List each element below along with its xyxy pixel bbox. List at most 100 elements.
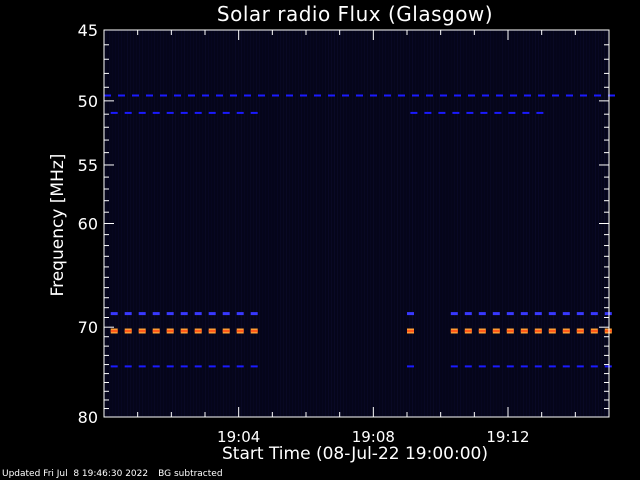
band-mark-49.6 xyxy=(258,94,265,97)
noise-streak xyxy=(145,30,146,417)
band-mark-50.9 xyxy=(536,111,544,114)
y-axis-label: Frequency [MHz] xyxy=(48,153,68,297)
noise-streak xyxy=(307,30,308,417)
noise-streak xyxy=(319,30,320,417)
band-core-70.4 xyxy=(548,330,556,332)
noise-streak xyxy=(340,30,341,417)
noise-streak xyxy=(433,30,434,417)
band-core-70.4 xyxy=(236,330,244,332)
noise-streak xyxy=(535,30,536,417)
noise-streak xyxy=(133,30,134,417)
noise-streak xyxy=(316,30,317,417)
band-mark-74.2 xyxy=(464,365,472,368)
band-core-70.4 xyxy=(604,330,612,332)
band-mark-49.6 xyxy=(594,94,601,97)
noise-streak xyxy=(460,30,461,417)
noise-streak xyxy=(463,30,464,417)
noise-streak xyxy=(505,30,506,417)
band-mark-50.9 xyxy=(180,111,188,114)
noise-streak xyxy=(211,30,212,417)
band-mark-49.6 xyxy=(146,94,153,97)
noise-streak xyxy=(559,30,560,417)
noise-streak xyxy=(322,30,323,417)
noise-streak xyxy=(538,30,539,417)
band-mark-74.2 xyxy=(152,365,160,368)
band-mark-49.6 xyxy=(454,94,461,97)
noise-streak xyxy=(292,30,293,417)
noise-streak xyxy=(397,30,398,417)
noise-streak xyxy=(223,30,224,417)
band-mark-74.2 xyxy=(208,365,216,368)
band-mark-49.6 xyxy=(230,94,237,97)
band-mark-68.6 xyxy=(464,312,472,316)
noise-streak xyxy=(217,30,218,417)
band-mark-50.9 xyxy=(138,111,146,114)
noise-streak xyxy=(169,30,170,417)
band-mark-74.2 xyxy=(492,365,500,368)
band-mark-74.2 xyxy=(138,365,146,368)
noise-streak xyxy=(568,30,569,417)
noise-streak xyxy=(451,30,452,417)
noise-streak xyxy=(226,30,227,417)
band-mark-74.2 xyxy=(222,365,230,368)
noise-streak xyxy=(484,30,485,417)
band-mark-50.9 xyxy=(152,111,160,114)
band-mark-50.9 xyxy=(466,111,474,114)
band-mark-74.2 xyxy=(407,365,414,368)
band-mark-49.6 xyxy=(608,94,615,97)
plot-area xyxy=(104,30,609,417)
band-mark-50.9 xyxy=(166,111,174,114)
band-core-70.4 xyxy=(124,330,132,332)
chart-title: Solar radio Flux (Glasgow) xyxy=(216,2,494,26)
noise-streak xyxy=(181,30,182,417)
noise-streak xyxy=(418,30,419,417)
band-mark-49.6 xyxy=(356,94,363,97)
noise-streak xyxy=(487,30,488,417)
band-mark-68.6 xyxy=(492,312,500,316)
noise-streak xyxy=(142,30,143,417)
noise-streak xyxy=(289,30,290,417)
noise-streak xyxy=(388,30,389,417)
noise-streak xyxy=(310,30,311,417)
band-mark-49.6 xyxy=(468,94,475,97)
noise-streak xyxy=(427,30,428,417)
band-mark-49.6 xyxy=(314,94,321,97)
band-mark-74.2 xyxy=(534,365,542,368)
noise-streak xyxy=(406,30,407,417)
band-mark-49.6 xyxy=(328,94,335,97)
noise-streak xyxy=(280,30,281,417)
noise-streak xyxy=(352,30,353,417)
band-mark-50.9 xyxy=(194,111,202,114)
band-mark-68.6 xyxy=(250,312,258,316)
band-mark-49.6 xyxy=(510,94,517,97)
noise-streak xyxy=(334,30,335,417)
band-mark-68.6 xyxy=(576,312,584,316)
band-mark-49.6 xyxy=(300,94,307,97)
noise-streak xyxy=(304,30,305,417)
band-mark-68.6 xyxy=(194,312,202,316)
noise-streak xyxy=(298,30,299,417)
noise-streak xyxy=(442,30,443,417)
noise-streak xyxy=(232,30,233,417)
band-mark-49.6 xyxy=(384,94,391,97)
noise-streak xyxy=(202,30,203,417)
band-mark-49.6 xyxy=(104,94,111,97)
noise-streak xyxy=(523,30,524,417)
noise-streak xyxy=(595,30,596,417)
noise-streak xyxy=(550,30,551,417)
noise-streak xyxy=(589,30,590,417)
noise-streak xyxy=(361,30,362,417)
noise-streak xyxy=(562,30,563,417)
updated-timestamp: Updated Fri Jul 8 19:46:30 2022 xyxy=(2,469,149,479)
noise-streak xyxy=(430,30,431,417)
band-mark-74.2 xyxy=(506,365,514,368)
noise-streak xyxy=(151,30,152,417)
band-mark-50.9 xyxy=(522,111,530,114)
noise-streak xyxy=(520,30,521,417)
band-mark-68.6 xyxy=(506,312,514,316)
band-mark-68.6 xyxy=(222,312,230,316)
noise-streak xyxy=(127,30,128,417)
noise-streak xyxy=(301,30,302,417)
band-mark-74.2 xyxy=(562,365,570,368)
band-mark-49.6 xyxy=(580,94,587,97)
